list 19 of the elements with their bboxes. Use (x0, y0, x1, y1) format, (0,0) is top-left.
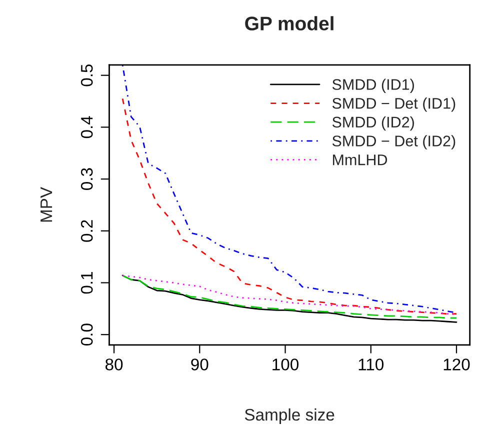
y-tick-label: 0.0 (80, 324, 93, 346)
x-tick-label: 80 (105, 358, 123, 370)
y-tick-label: 0.2 (80, 220, 93, 242)
legend-label: SMDD (ID2) (332, 116, 414, 131)
x-tick-label: 120 (444, 358, 470, 370)
legend-label: SMDD − Det (ID2) (332, 135, 456, 150)
x-tick-label: 100 (272, 358, 299, 370)
x-axis-title: Sample size (244, 408, 334, 424)
y-tick-label: 0.1 (80, 272, 93, 294)
chart-title: GP model (245, 16, 334, 30)
y-axis-title: MPV (40, 186, 52, 222)
y-tick-label: 0.4 (80, 116, 93, 138)
legend-label: SMDD (ID1) (332, 78, 414, 93)
y-tick-label: 0.3 (80, 168, 93, 190)
legend-label: SMDD − Det (ID1) (332, 98, 456, 112)
x-tick-label: 110 (358, 358, 384, 370)
x-tick-label: 90 (191, 358, 208, 370)
legend-label: MmLHD (332, 154, 388, 166)
y-tick-label: 0.5 (80, 64, 93, 86)
